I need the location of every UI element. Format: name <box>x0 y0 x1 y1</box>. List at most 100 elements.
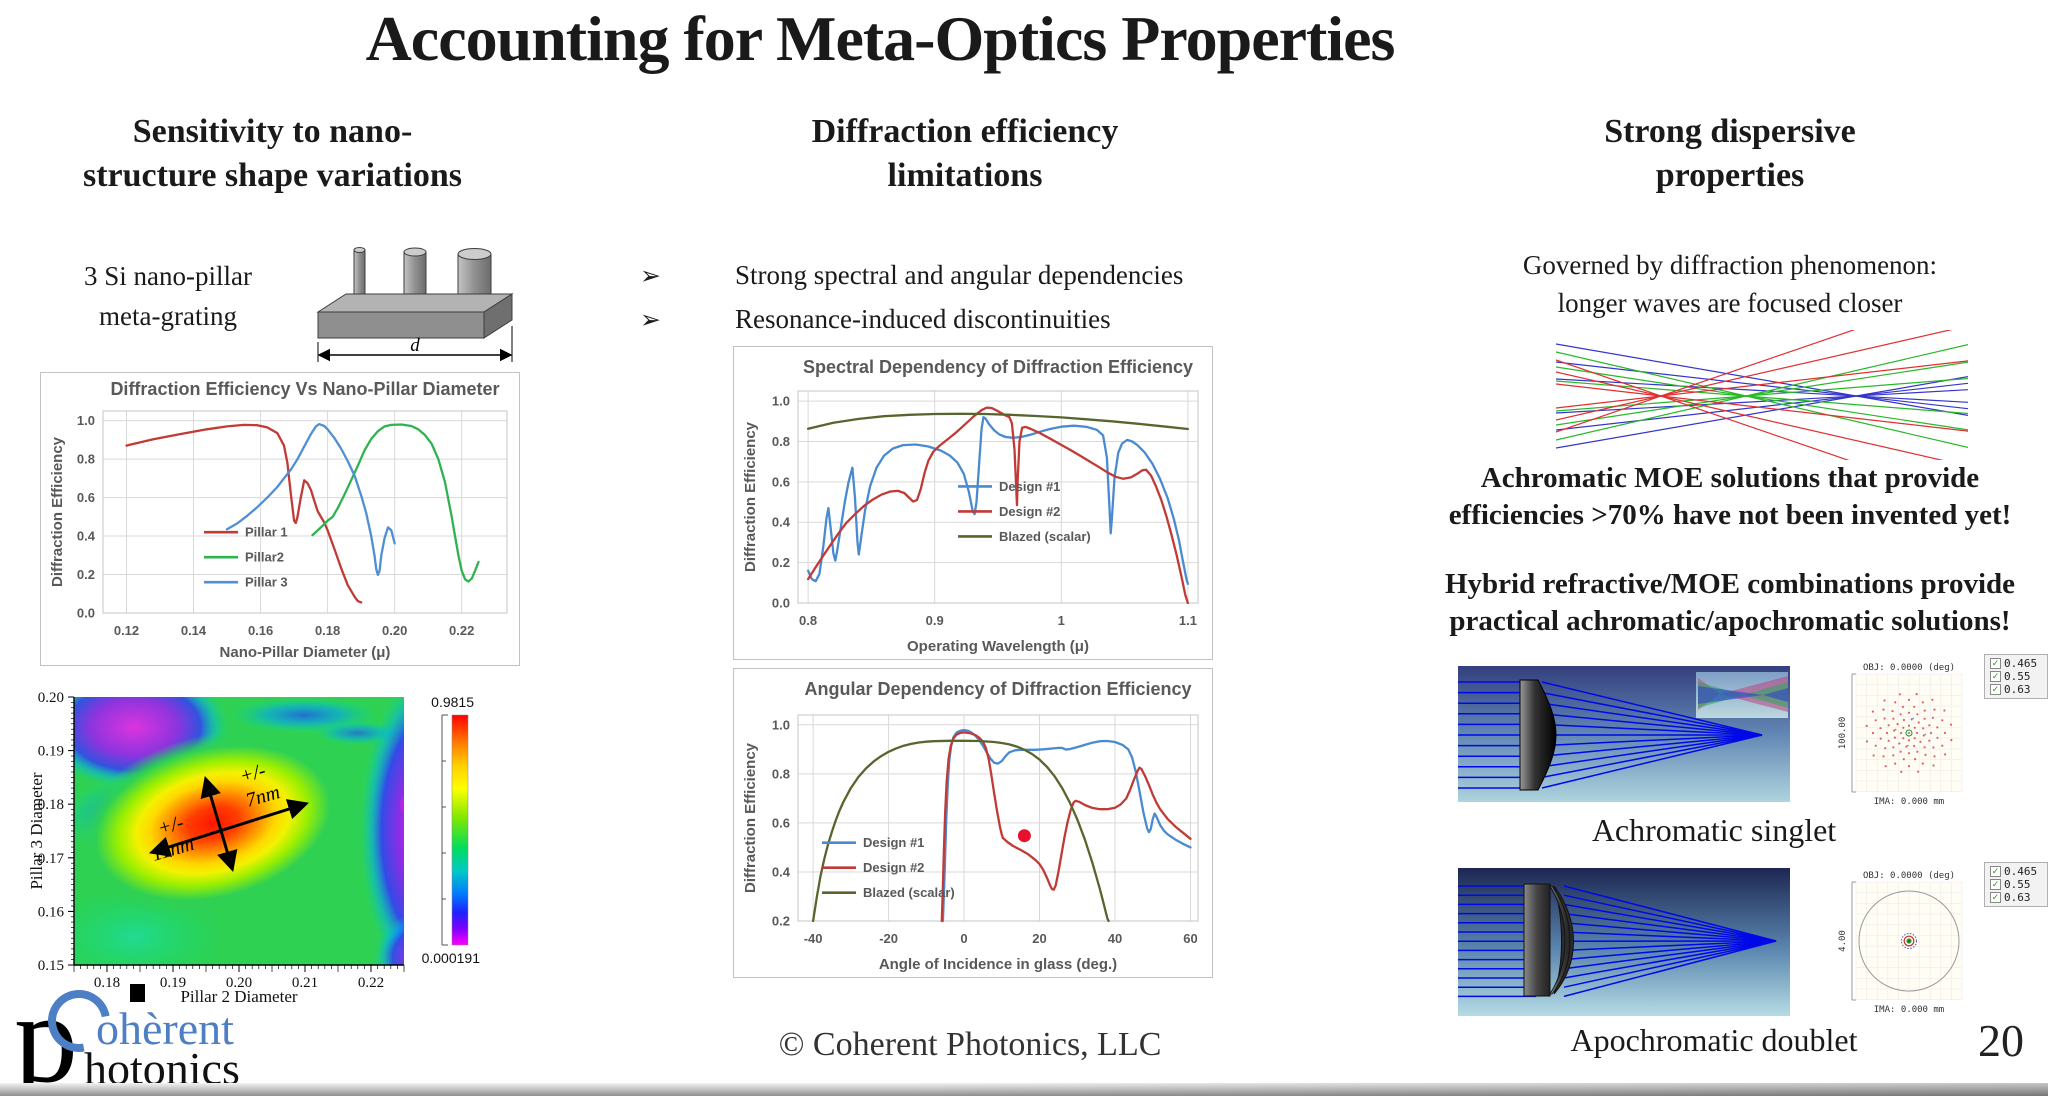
series-line <box>806 406 1190 605</box>
ray-line <box>1556 359 1850 460</box>
y-tick: 1.0 <box>77 413 95 428</box>
pillar-2 <box>403 247 427 303</box>
x-tick: 0.16 <box>248 623 273 638</box>
logo-p-glyph: p <box>14 967 78 1096</box>
x-tick: 0.14 <box>181 623 207 638</box>
airy-circle-and-spots <box>1858 890 1960 992</box>
bullet-item: ➢ Strong spectral and angular dependenci… <box>640 256 1330 296</box>
x-axis-label: Angle of Incidence in glass (deg.) <box>879 956 1117 973</box>
achromatic-claim-text: Achromatic MOE solutions that provide ef… <box>1448 462 2012 531</box>
legend-label: Pillar 3 <box>245 575 288 590</box>
ray-line <box>1556 366 1968 431</box>
colorbar-max: 0.9815 <box>431 694 474 710</box>
chart-angular-dependency: 0.2 0.4 0.6 0.8 1.0 -40 -20 0 20 40 60 Angular Depe… <box>733 668 1213 978</box>
legend-label: Pillar 1 <box>245 525 288 540</box>
y-tick: 0.4 <box>772 515 791 530</box>
heatmap-x-ticks: 0.18 0.19 0.20 0.21 0.22 <box>94 965 384 991</box>
singlet-lens <box>1519 679 1557 791</box>
x-tick: 0.18 <box>315 623 340 638</box>
series-line <box>311 423 480 583</box>
chart-title: Spectral Dependency of Diffraction Effic… <box>803 357 1193 377</box>
ray-line <box>1556 360 1968 409</box>
page-number: 20 <box>1978 1015 2024 1066</box>
series-line <box>225 422 396 577</box>
checkbox-checked-icon: ✓ <box>1990 658 2001 669</box>
checkbox-checked-icon: ✓ <box>1990 892 2001 903</box>
logo-text-coherent: ohèrent <box>96 1003 234 1054</box>
ray-line <box>1556 361 1968 410</box>
obj-label: OBJ: 0.0000 (deg) <box>1863 871 1955 881</box>
ray-line <box>1556 330 1856 433</box>
series-line <box>811 739 1110 923</box>
ray-line <box>1556 330 1953 421</box>
checkbox-checked-icon: ✓ <box>1990 684 2001 695</box>
scale-label: 100.00 <box>1838 717 1848 750</box>
svg-text:0.20: 0.20 <box>38 690 64 706</box>
ray-line <box>1556 344 1968 441</box>
dimension-label: d <box>410 335 420 356</box>
x-tick: -20 <box>879 931 898 946</box>
heatmap-y-label: Pillar 3 Diameter <box>28 772 46 889</box>
x-tick: 40 <box>1108 931 1122 946</box>
checkbox-checked-icon: ✓ <box>1990 879 2001 890</box>
nano-pillar-grating-diagram: d <box>316 247 514 362</box>
ray-line <box>1556 361 1968 426</box>
scale-label: 4.00 <box>1838 930 1848 952</box>
singlet-caption: Achromatic singlet <box>1591 812 1837 848</box>
legend-label: Design #1 <box>999 479 1060 494</box>
svg-text:0.19: 0.19 <box>160 975 186 991</box>
heatmap-y-ticks: 0.20 0.19 0.18 0.17 0.16 0.15 <box>38 690 74 974</box>
grating-label: 3 Si nano-pillar meta-grating <box>84 261 252 331</box>
svg-text:0.17: 0.17 <box>38 851 65 867</box>
y-tick: 1.0 <box>772 394 790 409</box>
x-tick: 0.9 <box>926 613 944 628</box>
legend-label: Pillar2 <box>245 550 284 565</box>
series-line <box>940 731 1192 923</box>
checkbox-checked-icon: ✓ <box>1990 866 2001 877</box>
svg-text:0.18: 0.18 <box>94 975 120 991</box>
doublet-caption: Apochromatic doublet <box>1570 1022 1858 1058</box>
y-axis-label: Diffraction Efficiency <box>742 742 759 893</box>
ray-line <box>1556 389 1968 414</box>
y-tick: 0.4 <box>772 865 791 880</box>
x-axis-label: Operating Wavelength (μ) <box>907 638 1089 655</box>
slab-top <box>316 293 514 313</box>
x-tick: 0.12 <box>114 623 139 638</box>
spot-dots <box>1865 693 1953 773</box>
bullet-item: ➢ Resonance-induced discontinuities <box>640 300 1330 340</box>
y-tick: 0.2 <box>772 914 790 929</box>
y-tick: 0.6 <box>772 474 790 489</box>
chart-spectral-dependency: 0.0 0.2 0.4 0.6 0.8 1.0 0.8 0.9 1 1.1 Spectral Dep… <box>733 346 1213 660</box>
ima-label: IMA: 0.000 mm <box>1874 1005 1944 1015</box>
svg-text:0.15: 0.15 <box>38 958 64 974</box>
y-tick: 0.8 <box>772 434 790 449</box>
ray-line <box>1556 351 1968 448</box>
slab-front <box>317 311 485 339</box>
ray-line <box>1556 343 1968 416</box>
legend-label: Design #2 <box>999 504 1060 519</box>
legend-label: Blazed (scalar) <box>999 529 1091 544</box>
y-tick: 0.2 <box>772 555 790 570</box>
ray-line <box>1556 376 1968 449</box>
doublet-spot-diagram: OBJ: 0.0000 (deg) IMA: 0.000 mm 4.00 <box>1838 871 1963 1015</box>
slab-side <box>483 293 513 339</box>
legend-label: Blazed (scalar) <box>863 885 955 900</box>
window-edge-bar-shade <box>900 1083 2048 1096</box>
copyright-footer: © Coherent Photonics, LLC <box>778 1026 1162 1063</box>
wavelength-item: ✓ 0.55 <box>1990 670 2031 683</box>
series-line <box>806 416 1190 585</box>
x-tick: 60 <box>1183 931 1197 946</box>
svg-text:0.19: 0.19 <box>38 744 64 760</box>
slide-title: Accounting for Meta-Optics Properties <box>365 3 1396 74</box>
svg-text:0.22: 0.22 <box>358 975 384 991</box>
checkbox-checked-icon: ✓ <box>1990 671 2001 682</box>
ray-line <box>1556 378 1968 403</box>
singlet-spot-diagram: OBJ: 0.0000 (deg) IMA: 0.000 mm 100.00 <box>1838 663 1963 807</box>
y-tick: 0.2 <box>77 567 95 582</box>
y-tick: 0.6 <box>77 490 95 505</box>
coherent-photonics-logo: p ohèrent hotonics <box>14 974 304 1096</box>
ima-label: IMA: 0.000 mm <box>1874 797 1944 807</box>
series-line <box>125 423 363 604</box>
svg-text:0.21: 0.21 <box>292 975 318 991</box>
